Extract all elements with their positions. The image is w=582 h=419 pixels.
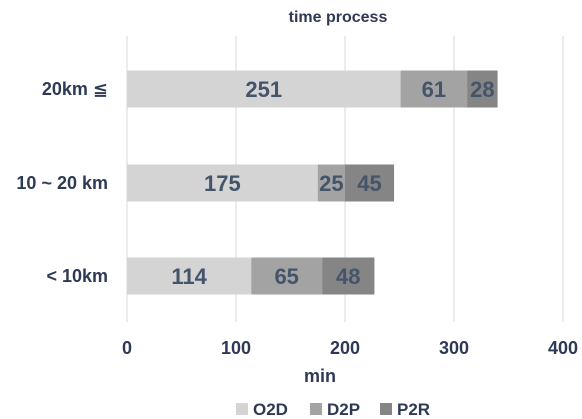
- x-tick-label: 200: [330, 338, 360, 358]
- bar-segment-o2d: [127, 70, 401, 108]
- x-axis-label: min: [304, 366, 336, 386]
- data-label: 28: [470, 77, 494, 102]
- bars: 251 61 28 175 25 45 114 65 48: [127, 70, 498, 295]
- data-label: 45: [357, 171, 381, 196]
- category-label: 20km ≦: [42, 79, 108, 99]
- x-tick-label: 400: [548, 338, 578, 358]
- data-label: 175: [204, 171, 241, 196]
- legend-label: P2R: [397, 400, 430, 419]
- legend-label: O2D: [253, 400, 288, 419]
- x-tick-labels: 0 100 200 300 400: [122, 338, 578, 358]
- data-label: 61: [422, 77, 446, 102]
- legend-swatch-d2p: [310, 403, 322, 415]
- legend-label: D2P: [327, 400, 360, 419]
- bar-segment-d2p: [400, 70, 468, 108]
- category-label: < 10km: [46, 266, 108, 286]
- legend-swatch-o2d: [236, 403, 248, 415]
- category-labels: 20km ≦ 10 ~ 20 km < 10km: [16, 79, 108, 286]
- bar-segment-o2d: [127, 257, 252, 295]
- data-label: 114: [171, 264, 207, 289]
- legend-swatch-p2r: [380, 403, 392, 415]
- data-label: 25: [319, 171, 343, 196]
- bar-segment-p2r: [345, 164, 395, 202]
- category-label: 10 ~ 20 km: [16, 173, 108, 193]
- x-tick-label: 300: [439, 338, 469, 358]
- bar-segment-d2p: [317, 164, 345, 202]
- bar-segment-o2d: [127, 164, 318, 202]
- bar-segment-d2p: [251, 257, 323, 295]
- legend: O2D D2P P2R: [236, 400, 430, 419]
- chart-title: time process: [289, 9, 388, 26]
- x-tick-label: 0: [122, 338, 132, 358]
- data-label: 48: [336, 264, 360, 289]
- bar-segment-p2r: [467, 70, 498, 108]
- bar-segment-p2r: [322, 257, 375, 295]
- data-label: 251: [245, 77, 282, 102]
- data-label: 65: [274, 264, 298, 289]
- x-tick-label: 100: [221, 338, 251, 358]
